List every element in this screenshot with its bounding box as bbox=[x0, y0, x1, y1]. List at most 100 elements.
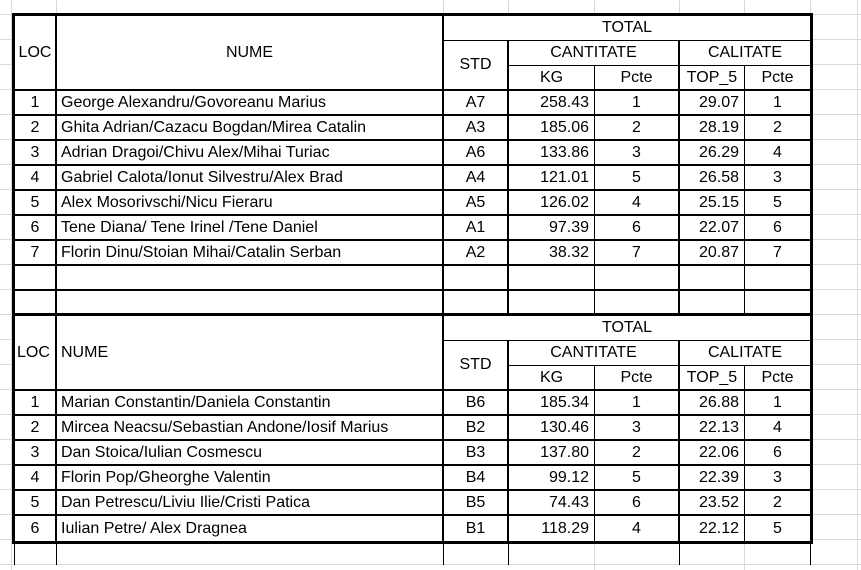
cell-kg[interactable]: 130.46 bbox=[509, 416, 595, 441]
cell-top5-pcte[interactable]: 5 bbox=[745, 191, 810, 216]
empty-cell[interactable] bbox=[15, 291, 57, 316]
header-cantitate-pcte[interactable]: Pcte bbox=[595, 66, 680, 91]
cell-nume[interactable]: Alex Mosorivschi/Nicu Fieraru bbox=[57, 191, 444, 216]
empty-cell[interactable] bbox=[57, 266, 444, 291]
cell-std[interactable]: A3 bbox=[444, 116, 509, 141]
cell-nume[interactable]: George Alexandru/Govoreanu Marius bbox=[57, 91, 444, 116]
cell-nume[interactable]: Dan Stoica/Iulian Cosmescu bbox=[57, 441, 444, 466]
cell-std[interactable]: A6 bbox=[444, 141, 509, 166]
cell-nume[interactable]: Iulian Petre/ Alex Dragnea bbox=[57, 516, 444, 541]
cell-kg[interactable]: 133.86 bbox=[509, 141, 595, 166]
cell-kg-pcte[interactable]: 6 bbox=[595, 216, 680, 241]
cell-top5-pcte[interactable]: 6 bbox=[745, 441, 810, 466]
cell-kg-pcte[interactable]: 4 bbox=[595, 516, 680, 541]
cell-top5[interactable]: 22.12 bbox=[680, 516, 745, 541]
cell-std[interactable]: A7 bbox=[444, 91, 509, 116]
header-nume[interactable]: NUME bbox=[57, 316, 444, 391]
header-cantitate-pcte[interactable]: Pcte bbox=[595, 366, 680, 391]
cell-kg-pcte[interactable]: 1 bbox=[595, 91, 680, 116]
cell-kg[interactable]: 121.01 bbox=[509, 166, 595, 191]
header-calitate-pcte[interactable]: Pcte bbox=[745, 366, 810, 391]
header-calitate[interactable]: CALITATE bbox=[680, 41, 810, 66]
cell-kg-pcte[interactable]: 2 bbox=[595, 116, 680, 141]
empty-cell[interactable] bbox=[57, 291, 444, 316]
cell-top5[interactable]: 28.19 bbox=[680, 116, 745, 141]
cell-kg[interactable]: 97.39 bbox=[509, 216, 595, 241]
header-loc[interactable]: LOC bbox=[15, 16, 57, 91]
cell-kg-pcte[interactable]: 7 bbox=[595, 241, 680, 266]
empty-cell[interactable] bbox=[595, 266, 680, 291]
cell-loc[interactable]: 6 bbox=[15, 516, 57, 541]
cell-top5-pcte[interactable]: 6 bbox=[745, 216, 810, 241]
cell-std[interactable]: A1 bbox=[444, 216, 509, 241]
cell-loc[interactable]: 4 bbox=[15, 166, 57, 191]
cell-loc[interactable]: 2 bbox=[15, 116, 57, 141]
cell-nume[interactable]: Gabriel Calota/Ionut Silvestru/Alex Brad bbox=[57, 166, 444, 191]
cell-top5-pcte[interactable]: 1 bbox=[745, 391, 810, 416]
cell-loc[interactable]: 3 bbox=[15, 141, 57, 166]
cell-loc[interactable]: 5 bbox=[15, 491, 57, 516]
cell-kg[interactable]: 126.02 bbox=[509, 191, 595, 216]
cell-kg-pcte[interactable]: 3 bbox=[595, 416, 680, 441]
cell-loc[interactable]: 5 bbox=[15, 191, 57, 216]
cell-loc[interactable]: 6 bbox=[15, 216, 57, 241]
header-cantitate[interactable]: CANTITATE bbox=[509, 341, 680, 366]
cell-top5-pcte[interactable]: 3 bbox=[745, 166, 810, 191]
cell-nume[interactable]: Adrian Dragoi/Chivu Alex/Mihai Turiac bbox=[57, 141, 444, 166]
empty-cell[interactable] bbox=[444, 266, 509, 291]
cell-top5[interactable]: 25.15 bbox=[680, 191, 745, 216]
header-kg[interactable]: KG bbox=[509, 366, 595, 391]
cell-kg[interactable]: 74.43 bbox=[509, 491, 595, 516]
cell-nume[interactable]: Ghita Adrian/Cazacu Bogdan/Mirea Catalin bbox=[57, 116, 444, 141]
empty-cell[interactable] bbox=[15, 266, 57, 291]
header-total[interactable]: TOTAL bbox=[444, 316, 810, 341]
cell-kg-pcte[interactable]: 3 bbox=[595, 141, 680, 166]
cell-std[interactable]: B4 bbox=[444, 466, 509, 491]
cell-loc[interactable]: 1 bbox=[15, 391, 57, 416]
header-top5[interactable]: TOP_5 bbox=[680, 366, 745, 391]
header-kg[interactable]: KG bbox=[509, 66, 595, 91]
cell-std[interactable]: B2 bbox=[444, 416, 509, 441]
cell-loc[interactable]: 1 bbox=[15, 91, 57, 116]
cell-top5-pcte[interactable]: 2 bbox=[745, 491, 810, 516]
cell-top5[interactable]: 26.88 bbox=[680, 391, 745, 416]
cell-loc[interactable]: 3 bbox=[15, 441, 57, 466]
cell-std[interactable]: A4 bbox=[444, 166, 509, 191]
cell-loc[interactable]: 4 bbox=[15, 466, 57, 491]
cell-top5[interactable]: 29.07 bbox=[680, 91, 745, 116]
empty-cell[interactable] bbox=[745, 266, 810, 291]
header-nume[interactable]: NUME bbox=[57, 16, 444, 91]
cell-loc[interactable]: 2 bbox=[15, 416, 57, 441]
cell-kg[interactable]: 185.06 bbox=[509, 116, 595, 141]
cell-top5[interactable]: 22.06 bbox=[680, 441, 745, 466]
header-std[interactable]: STD bbox=[444, 41, 509, 91]
header-cantitate[interactable]: CANTITATE bbox=[509, 41, 680, 66]
header-calitate[interactable]: CALITATE bbox=[680, 341, 810, 366]
cell-kg-pcte[interactable]: 5 bbox=[595, 166, 680, 191]
header-total[interactable]: TOTAL bbox=[444, 16, 810, 41]
cell-top5[interactable]: 22.39 bbox=[680, 466, 745, 491]
cell-kg[interactable]: 99.12 bbox=[509, 466, 595, 491]
empty-cell[interactable] bbox=[509, 291, 595, 316]
cell-top5-pcte[interactable]: 5 bbox=[745, 516, 810, 541]
cell-nume[interactable]: Mircea Neacsu/Sebastian Andone/Iosif Mar… bbox=[57, 416, 444, 441]
header-calitate-pcte[interactable]: Pcte bbox=[745, 66, 810, 91]
cell-nume[interactable]: Florin Pop/Gheorghe Valentin bbox=[57, 466, 444, 491]
cell-kg-pcte[interactable]: 6 bbox=[595, 491, 680, 516]
cell-top5[interactable]: 23.52 bbox=[680, 491, 745, 516]
cell-kg[interactable]: 185.34 bbox=[509, 391, 595, 416]
cell-top5[interactable]: 22.07 bbox=[680, 216, 745, 241]
cell-top5-pcte[interactable]: 3 bbox=[745, 466, 810, 491]
cell-nume[interactable]: Florin Dinu/Stoian Mihai/Catalin Serban bbox=[57, 241, 444, 266]
header-loc[interactable]: LOC bbox=[15, 316, 57, 391]
cell-kg-pcte[interactable]: 5 bbox=[595, 466, 680, 491]
cell-kg-pcte[interactable]: 1 bbox=[595, 391, 680, 416]
cell-top5-pcte[interactable]: 4 bbox=[745, 416, 810, 441]
cell-top5-pcte[interactable]: 4 bbox=[745, 141, 810, 166]
cell-loc[interactable]: 7 bbox=[15, 241, 57, 266]
empty-cell[interactable] bbox=[680, 266, 745, 291]
cell-kg[interactable]: 258.43 bbox=[509, 91, 595, 116]
cell-kg[interactable]: 118.29 bbox=[509, 516, 595, 541]
header-std[interactable]: STD bbox=[444, 341, 509, 391]
cell-top5[interactable]: 26.58 bbox=[680, 166, 745, 191]
